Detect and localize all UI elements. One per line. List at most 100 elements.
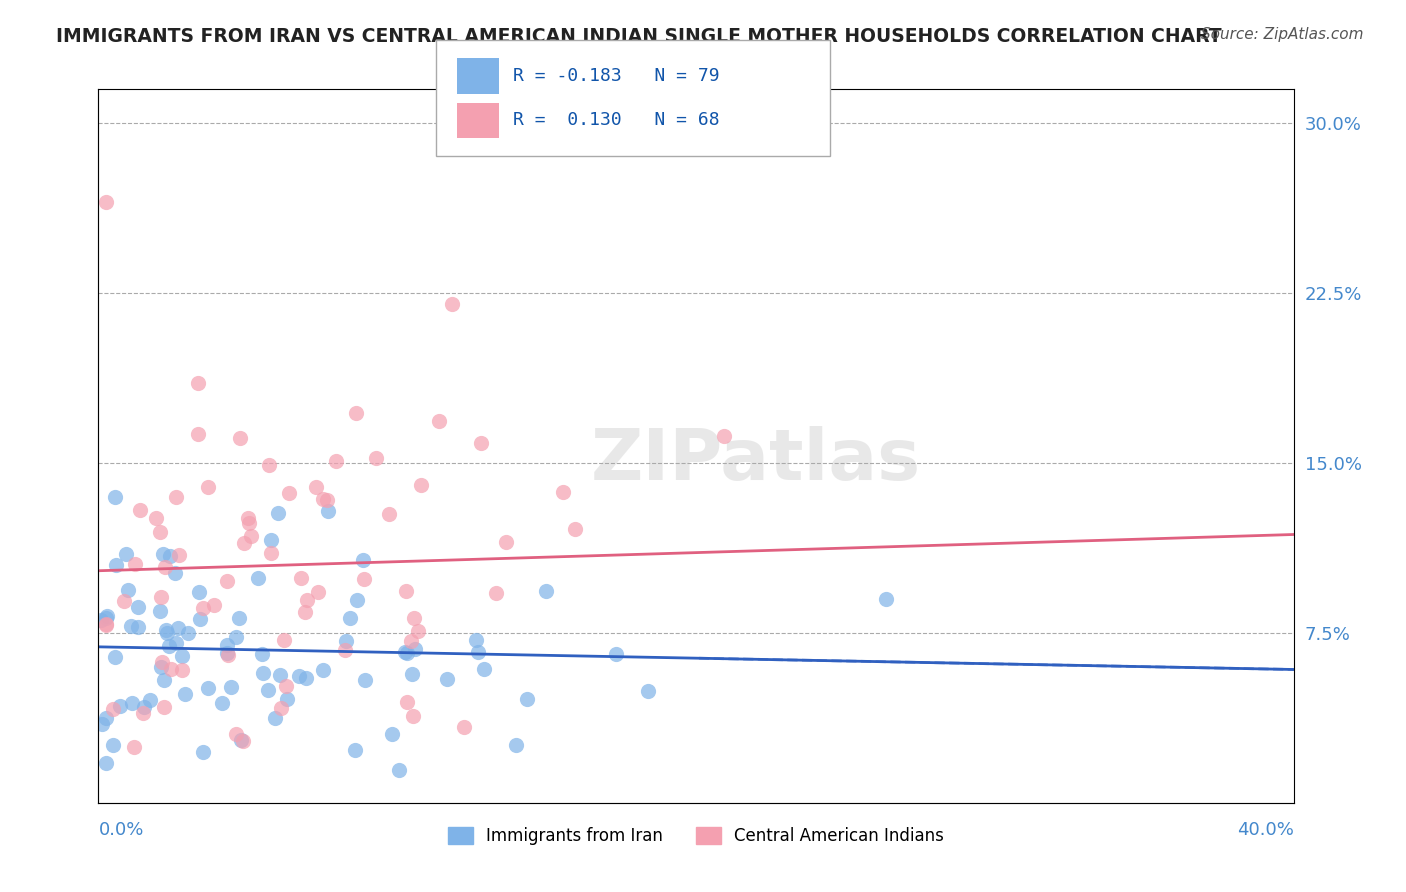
Point	[94, 195, 117, 210]
Point	[217, 648, 239, 663]
Point	[378, 507, 401, 521]
Point	[290, 571, 312, 585]
Point	[312, 492, 335, 507]
Point	[132, 706, 155, 720]
Point	[104, 490, 127, 504]
Point	[149, 525, 172, 540]
Point	[536, 583, 558, 598]
Point	[467, 645, 489, 659]
Point	[505, 738, 527, 752]
Point	[152, 656, 174, 670]
Point	[395, 584, 418, 599]
Point	[402, 708, 425, 723]
Point	[191, 745, 214, 759]
Point	[202, 598, 225, 612]
Point	[120, 618, 142, 632]
Point	[115, 547, 138, 561]
Point	[197, 480, 219, 494]
Point	[197, 681, 219, 696]
Point	[127, 620, 149, 634]
Point	[211, 696, 233, 710]
Point	[145, 511, 167, 525]
Text: IMMIGRANTS FROM IRAN VS CENTRAL AMERICAN INDIAN SINGLE MOTHER HOUSEHOLDS CORRELA: IMMIGRANTS FROM IRAN VS CENTRAL AMERICAN…	[56, 27, 1222, 45]
Point	[564, 522, 586, 536]
Point	[294, 671, 316, 685]
Point	[516, 691, 538, 706]
Point	[260, 533, 283, 547]
Point	[273, 633, 295, 648]
Point	[257, 458, 280, 472]
Point	[117, 582, 139, 597]
Point	[269, 668, 291, 682]
Point	[156, 625, 179, 640]
Text: 40.0%: 40.0%	[1237, 821, 1294, 838]
Point	[188, 585, 211, 599]
Point	[339, 611, 361, 625]
Point	[257, 683, 280, 698]
Point	[96, 618, 118, 632]
Point	[294, 605, 316, 619]
Point	[94, 756, 117, 770]
Point	[875, 591, 897, 606]
Point	[333, 643, 356, 657]
Point	[343, 743, 366, 757]
Point	[399, 634, 422, 648]
Point	[177, 626, 200, 640]
Point	[96, 609, 118, 624]
Point	[401, 666, 423, 681]
Point	[713, 429, 735, 443]
Point	[128, 503, 150, 517]
Point	[101, 702, 124, 716]
Point	[190, 612, 212, 626]
Point	[231, 734, 253, 748]
Point	[312, 663, 335, 677]
Point	[172, 648, 194, 663]
Point	[427, 413, 450, 427]
Point	[94, 711, 117, 725]
Point	[307, 585, 329, 599]
Point	[551, 485, 574, 500]
Point	[155, 623, 177, 637]
Legend: Immigrants from Iran, Central American Indians: Immigrants from Iran, Central American I…	[441, 820, 950, 852]
Point	[436, 672, 458, 686]
Point	[278, 486, 301, 500]
Point	[276, 692, 298, 706]
Point	[346, 593, 368, 607]
Point	[167, 548, 190, 562]
Point	[396, 695, 419, 709]
Point	[381, 727, 404, 741]
Text: ZIPatlas: ZIPatlas	[591, 425, 921, 495]
Point	[485, 585, 508, 599]
Point	[122, 739, 145, 754]
Point	[166, 621, 188, 635]
Point	[495, 534, 517, 549]
Point	[394, 645, 416, 659]
Point	[229, 431, 252, 445]
Point	[325, 454, 347, 468]
Point	[127, 600, 149, 615]
Point	[90, 613, 112, 627]
Point	[409, 477, 432, 491]
Point	[267, 507, 290, 521]
Point	[240, 529, 263, 543]
Point	[159, 662, 181, 676]
Point	[464, 632, 486, 647]
Point	[395, 646, 418, 660]
Point	[352, 553, 374, 567]
Point	[108, 699, 131, 714]
Point	[406, 624, 429, 638]
Point	[335, 634, 357, 648]
Point	[344, 406, 367, 420]
Point	[150, 660, 173, 674]
Point	[165, 491, 187, 505]
Point	[225, 630, 247, 644]
Point	[288, 669, 311, 683]
Point	[263, 711, 285, 725]
Point	[174, 687, 197, 701]
Point	[215, 574, 238, 588]
Point	[104, 649, 127, 664]
Point	[132, 700, 155, 714]
Point	[228, 610, 250, 624]
Point	[165, 635, 187, 649]
Text: 0.0%: 0.0%	[98, 821, 143, 838]
